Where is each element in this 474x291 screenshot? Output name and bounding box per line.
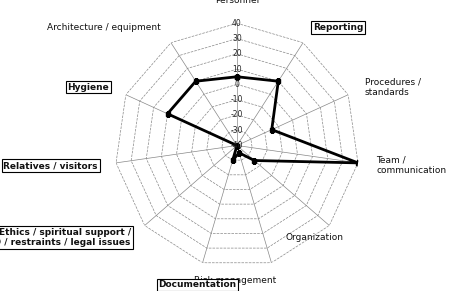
Text: Organization: Organization: [285, 233, 343, 242]
Text: -10: -10: [231, 95, 243, 104]
Text: 40: 40: [232, 19, 242, 28]
Text: 20: 20: [232, 49, 242, 58]
Text: Relatives / visitors: Relatives / visitors: [3, 161, 98, 170]
Text: Procedures /
standards: Procedures / standards: [365, 77, 421, 97]
Text: Risk management: Risk management: [194, 276, 277, 285]
Text: Reporting: Reporting: [313, 23, 364, 32]
Text: 10: 10: [232, 65, 242, 74]
Text: Architecture / equipment: Architecture / equipment: [47, 23, 161, 32]
Text: Ethics / spiritual support /
EOLD / restraints / legal issues: Ethics / spiritual support / EOLD / rest…: [0, 228, 131, 247]
Text: -30: -30: [231, 126, 243, 135]
Text: -20: -20: [231, 111, 243, 119]
Text: Documentation: Documentation: [158, 280, 237, 289]
Text: Personnel: Personnel: [215, 0, 259, 5]
Text: Team /
communication: Team / communication: [376, 156, 446, 175]
Text: Hygiene: Hygiene: [67, 83, 109, 92]
Text: -40: -40: [231, 141, 243, 150]
Text: 0: 0: [235, 80, 239, 89]
Text: 30: 30: [232, 34, 242, 43]
